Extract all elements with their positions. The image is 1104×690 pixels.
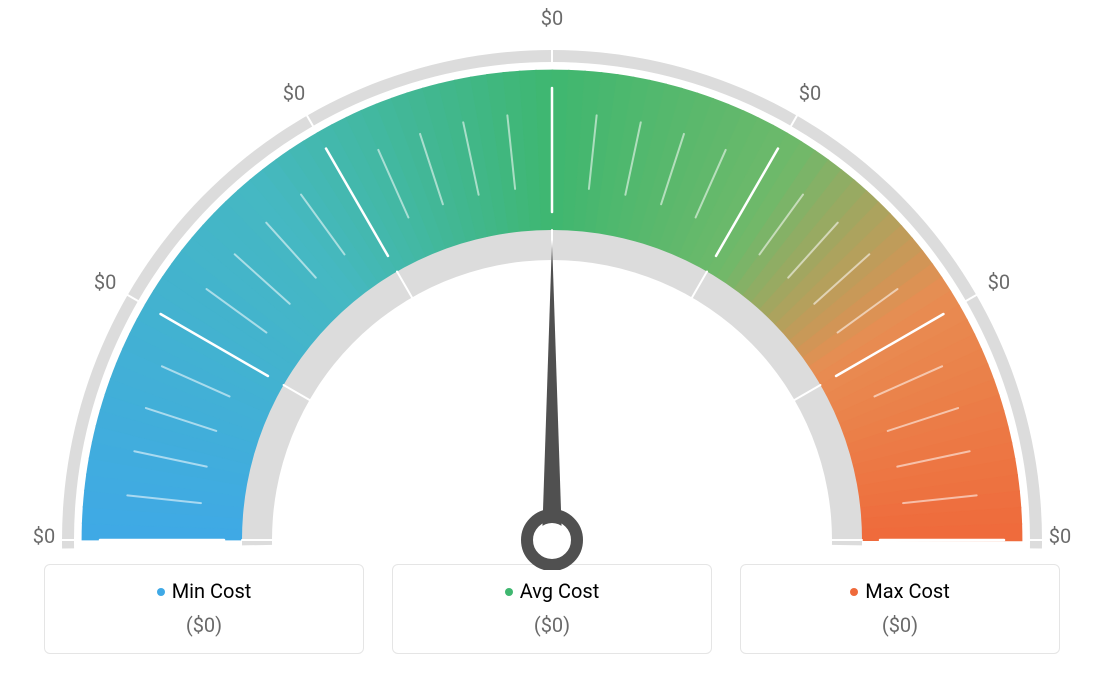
gauge-tick-label: $0 <box>988 270 1010 294</box>
legend-card-avg: Avg Cost ($0) <box>392 564 712 654</box>
legend-value-avg: ($0) <box>403 613 701 637</box>
gauge-svg <box>32 10 1072 570</box>
legend-title-avg: Avg Cost <box>403 579 701 603</box>
gauge-chart-container: $0 $0 $0 $0 $0 $0 $0 Min Cost ($0) Avg Cost ($… <box>0 0 1104 690</box>
gauge-tick-label: $0 <box>283 81 305 105</box>
legend-value-min: ($0) <box>55 613 353 637</box>
legend-dot-max <box>850 588 858 596</box>
gauge-tick-label: $0 <box>799 81 821 105</box>
legend-dot-avg <box>505 588 513 596</box>
legend-label-max: Max Cost <box>865 579 950 603</box>
legend-label-min: Min Cost <box>172 579 252 603</box>
legend-dot-min <box>157 588 165 596</box>
legend-title-max: Max Cost <box>751 579 1049 603</box>
gauge-tick-label: $0 <box>94 270 116 294</box>
legend-card-min: Min Cost ($0) <box>44 564 364 654</box>
gauge-tick-label: $0 <box>541 6 563 30</box>
legend-value-max: ($0) <box>751 613 1049 637</box>
gauge-tick-label: $0 <box>1049 524 1071 548</box>
gauge-wrap: $0$0$0$0$0$0$0 <box>32 10 1072 560</box>
legend-title-min: Min Cost <box>55 579 353 603</box>
gauge-tick-label: $0 <box>33 524 55 548</box>
legend-row: Min Cost ($0) Avg Cost ($0) Max Cost ($0… <box>0 564 1104 654</box>
legend-card-max: Max Cost ($0) <box>740 564 1060 654</box>
legend-label-avg: Avg Cost <box>520 579 600 603</box>
